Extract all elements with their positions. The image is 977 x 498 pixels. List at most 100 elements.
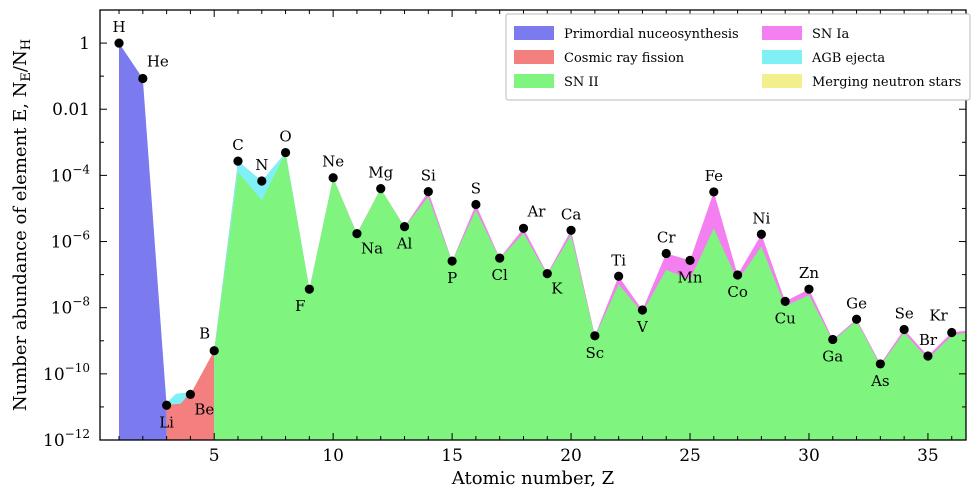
y-axis-title-main: Number abundance of element E, N	[10, 82, 31, 412]
y-tick-label: 10−8	[51, 295, 90, 319]
y-tick-exponent: −8	[72, 295, 90, 309]
x-axis-title: Atomic number, Z	[451, 468, 614, 489]
label-o: O	[279, 128, 291, 146]
label-be: Be	[194, 400, 214, 418]
agb-sliver-area	[164, 392, 191, 406]
label-fe: Fe	[705, 167, 724, 185]
legend-label: SN Ia	[812, 27, 850, 42]
legend-swatch	[514, 74, 554, 88]
x-tick-label: 35	[917, 446, 939, 466]
data-points	[114, 38, 957, 410]
point-p	[447, 256, 457, 266]
plot-frame	[99, 9, 967, 441]
point-zn	[804, 284, 814, 294]
x-tick-label: 5	[209, 446, 220, 466]
y-tick-label: 10−4	[51, 162, 91, 186]
point-as	[875, 359, 885, 369]
label-mg: Mg	[368, 164, 393, 182]
x-tick-label: 15	[441, 446, 463, 466]
x-tick-label: 25	[679, 446, 701, 466]
x-tick-label: 10	[322, 446, 344, 466]
legend-label: Primordial nuceosynthesis	[564, 27, 739, 42]
label-b: B	[199, 325, 210, 343]
y-axis-title-sep: /N	[10, 50, 31, 72]
label-ni: Ni	[752, 209, 770, 227]
label-mn: Mn	[678, 268, 703, 286]
point-na	[352, 229, 362, 239]
x-tick-label: 30	[798, 446, 820, 466]
legend-swatch	[762, 74, 802, 88]
point-f	[304, 284, 314, 294]
y-tick-base: 10	[51, 233, 73, 253]
point-br	[923, 351, 933, 361]
label-ge: Ge	[846, 294, 867, 312]
point-cl	[495, 253, 505, 263]
point-ni	[756, 229, 766, 239]
label-c: C	[232, 136, 243, 154]
label-li: Li	[159, 413, 174, 431]
label-co: Co	[727, 283, 748, 301]
label-p: P	[447, 269, 457, 287]
y-axis-title-sub-h: H	[19, 39, 34, 50]
label-na: Na	[361, 240, 383, 258]
point-be	[185, 389, 196, 399]
point-fe	[709, 187, 719, 197]
y-axis-title-sub-e: E	[19, 72, 34, 82]
legend: Primordial nuceosynthesis Cosmic ray fiss…	[505, 13, 971, 101]
label-n: N	[255, 156, 268, 174]
label-al: Al	[396, 235, 413, 253]
legend-box	[505, 13, 971, 101]
point-al	[399, 222, 410, 232]
y-tick-label: 10−12	[43, 427, 90, 451]
label-he: He	[147, 52, 169, 70]
x-tick-labels: 5 10 15 20 25 30 35	[209, 446, 939, 466]
point-cu	[780, 296, 790, 307]
legend-label: AGB ejecta	[811, 51, 885, 66]
legend-swatch	[514, 50, 554, 64]
label-zn: Zn	[799, 264, 819, 282]
point-s	[471, 199, 481, 210]
y-tick-base: 10	[51, 166, 73, 186]
point-cr	[661, 248, 671, 259]
label-v: V	[636, 318, 649, 336]
point-ga	[828, 334, 838, 345]
y-tick-label: 10−6	[51, 229, 90, 253]
point-ge	[851, 314, 862, 324]
point-mg	[376, 184, 386, 194]
point-b	[209, 346, 219, 356]
y-tick-base: 10	[51, 299, 73, 319]
y-tick-label: 10−10	[43, 361, 90, 385]
y-tick-label: 0.01	[52, 100, 90, 120]
label-as: As	[870, 372, 890, 390]
y-tick-base: 10	[43, 365, 65, 385]
label-ne: Ne	[322, 153, 344, 171]
point-v	[637, 305, 648, 315]
x-tick-label: 20	[560, 446, 582, 466]
area-layers	[119, 43, 966, 440]
label-cl: Cl	[492, 266, 508, 284]
point-se	[899, 324, 909, 335]
label-ca: Ca	[561, 205, 581, 223]
point-ca	[566, 225, 576, 235]
y-tick-base: 10	[43, 431, 65, 451]
label-f: F	[295, 297, 305, 315]
point-h	[114, 38, 124, 48]
legend-swatch	[762, 50, 802, 64]
label-br: Br	[919, 331, 938, 349]
legend-swatch	[514, 26, 554, 40]
label-si: Si	[421, 167, 436, 185]
point-co	[733, 270, 743, 280]
legend-label: SN II	[564, 75, 599, 90]
point-kr	[947, 327, 957, 338]
y-tick-exponent: −6	[72, 229, 90, 243]
element-labels: H He Li Be B CNO F Ne Na Mg Al Si P S Cl Ar K Ca Sc Ti V Cr Mn…	[112, 18, 948, 431]
y-tick-label: 1	[79, 34, 90, 54]
label-ti: Ti	[611, 251, 626, 269]
y-axis-title: Number abundance of element E, NE/NH	[10, 39, 34, 411]
point-k	[542, 269, 552, 279]
label-kr: Kr	[929, 307, 948, 325]
y-tick-exponent: −10	[65, 361, 90, 375]
legend-label: Merging neutron stars	[812, 75, 961, 90]
